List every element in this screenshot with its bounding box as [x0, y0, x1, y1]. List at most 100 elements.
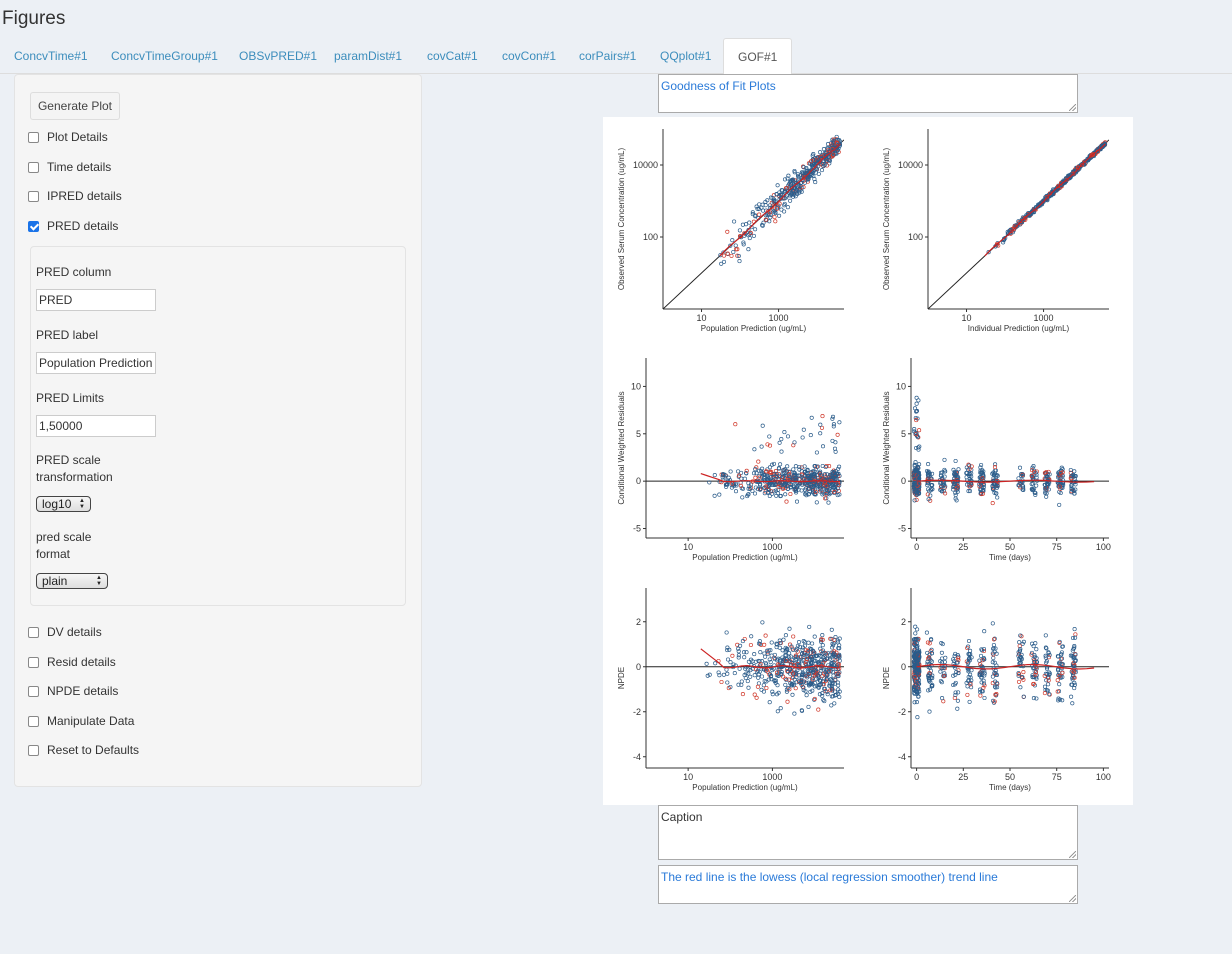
- pred-format-label: pred scale format: [36, 529, 91, 563]
- data-point: [778, 462, 783, 467]
- data-point: [762, 651, 767, 656]
- data-point: [1016, 219, 1021, 224]
- data-point: [761, 683, 766, 688]
- checkbox-label: NPDE details: [47, 684, 119, 698]
- tab-conc-v-time-group[interactable]: ConcvTimeGroup#1: [111, 49, 218, 63]
- y-tick-label: 100: [643, 232, 658, 242]
- data-point: [1034, 647, 1039, 652]
- tab-gof[interactable]: GOF#1: [723, 38, 793, 75]
- checkbox-label: Reset to Defaults: [47, 743, 140, 757]
- data-point: [779, 449, 784, 454]
- checkbox-box[interactable]: [28, 190, 39, 202]
- checkbox-box[interactable]: [28, 685, 39, 697]
- pred-scale-value: log10: [42, 497, 72, 511]
- data-point: [830, 414, 836, 419]
- data-point: [811, 152, 816, 157]
- data-point: [820, 444, 826, 449]
- data-point: [770, 195, 775, 201]
- tab-param-dist[interactable]: paramDist#1: [334, 49, 403, 63]
- data-point-red: [996, 243, 1001, 248]
- data-point: [818, 150, 823, 155]
- data-point: [769, 653, 774, 658]
- data-point: [783, 633, 788, 638]
- generate-plot-button[interactable]: Generate Plot: [30, 92, 120, 120]
- data-point: [704, 661, 709, 666]
- dv-details-checkbox[interactable]: DV details: [28, 622, 102, 642]
- data-point: [800, 647, 805, 652]
- manipulate-data-checkbox[interactable]: Manipulate Data: [28, 711, 134, 731]
- data-point: [721, 672, 726, 677]
- gof-figure: 10 1000 100 10000 Population Prediction (ug/…: [603, 117, 1133, 805]
- data-point-red: [764, 685, 769, 691]
- tab-cor-pairs[interactable]: corPairs#1: [579, 49, 637, 63]
- npde-details-checkbox[interactable]: NPDE details: [28, 681, 118, 701]
- data-point-red: [831, 152, 836, 157]
- caption-textarea[interactable]: Caption: [658, 805, 1078, 860]
- data-point-red: [820, 414, 825, 419]
- y-axis-title: Observed Serum Concentration (ug/mL): [617, 148, 626, 291]
- data-point: [992, 660, 997, 665]
- select-arrows-icon: ▲ ▼: [79, 498, 85, 510]
- data-point: [967, 699, 972, 704]
- resid-details-checkbox[interactable]: Resid details: [28, 652, 116, 672]
- tab-qq-plot[interactable]: QQplot#1: [660, 49, 712, 63]
- data-point-red: [1064, 177, 1069, 182]
- data-point-red: [826, 147, 831, 153]
- reset-defaults-checkbox[interactable]: Reset to Defaults: [28, 740, 139, 760]
- data-point-red: [1021, 670, 1026, 675]
- data-point: [731, 249, 736, 255]
- resize-handle-icon[interactable]: [1069, 851, 1076, 858]
- pred-format-select[interactable]: plain ▲ ▼: [36, 573, 108, 589]
- data-point: [751, 233, 756, 238]
- data-point: [831, 424, 836, 429]
- pred-details-checkbox[interactable]: PRED details: [28, 216, 118, 236]
- pred-scale-select[interactable]: log10 ▲ ▼: [36, 496, 91, 512]
- data-point: [952, 653, 957, 658]
- checkbox-box[interactable]: [28, 656, 39, 668]
- checkbox-box[interactable]: [28, 626, 39, 638]
- tab-cov-con[interactable]: covCon#1: [502, 49, 557, 63]
- sidebar-panel: Generate Plot Plot Details Time details …: [14, 74, 422, 787]
- time-details-checkbox[interactable]: Time details: [28, 157, 111, 177]
- title-textarea[interactable]: Goodness of Fit Plots: [658, 74, 1078, 113]
- data-point: [752, 673, 757, 678]
- data-point-red: [775, 206, 780, 211]
- footnote-text: The red line is the lowess (local regres…: [661, 870, 998, 884]
- data-point: [725, 671, 730, 676]
- tab-conc-v-time[interactable]: ConcvTime#1: [14, 49, 88, 63]
- y-axis-title: NPDE: [882, 667, 891, 689]
- data-point-red: [835, 432, 840, 437]
- pred-column-label: PRED column: [36, 265, 112, 279]
- data-point: [717, 492, 722, 497]
- data-point: [741, 240, 746, 245]
- checkbox-box[interactable]: [28, 715, 39, 727]
- tab-obs-v-pred[interactable]: OBSvPRED#1: [239, 49, 318, 63]
- y-tick-label: 100: [908, 232, 923, 242]
- x-tick-label: 10: [683, 772, 693, 782]
- resize-handle-icon[interactable]: [1069, 104, 1076, 111]
- data-point: [792, 168, 797, 174]
- data-point: [1017, 465, 1023, 470]
- data-point: [737, 666, 742, 671]
- data-point-red: [1073, 632, 1078, 637]
- checkbox-box-checked[interactable]: [28, 220, 39, 232]
- data-point: [760, 620, 765, 625]
- pred-column-input[interactable]: [36, 289, 156, 311]
- data-point: [778, 706, 783, 711]
- resize-handle-icon[interactable]: [1069, 895, 1076, 902]
- data-point-red: [777, 201, 782, 206]
- title-text: Goodness of Fit Plots: [661, 79, 776, 93]
- tab-cov-cat[interactable]: covCat#1: [427, 49, 478, 63]
- checkbox-box[interactable]: [28, 744, 39, 756]
- data-point: [792, 711, 797, 716]
- plot-details-checkbox[interactable]: Plot Details: [28, 127, 108, 147]
- checkbox-box[interactable]: [28, 131, 39, 143]
- y-tick-label: -4: [898, 752, 906, 762]
- data-point: [794, 499, 800, 504]
- pred-label-input[interactable]: [36, 352, 156, 374]
- data-point-red: [978, 693, 983, 698]
- checkbox-box[interactable]: [28, 161, 39, 173]
- ipred-details-checkbox[interactable]: IPRED details: [28, 186, 122, 206]
- footnote-textarea[interactable]: The red line is the lowess (local regres…: [658, 865, 1078, 904]
- pred-limits-input[interactable]: [36, 415, 156, 437]
